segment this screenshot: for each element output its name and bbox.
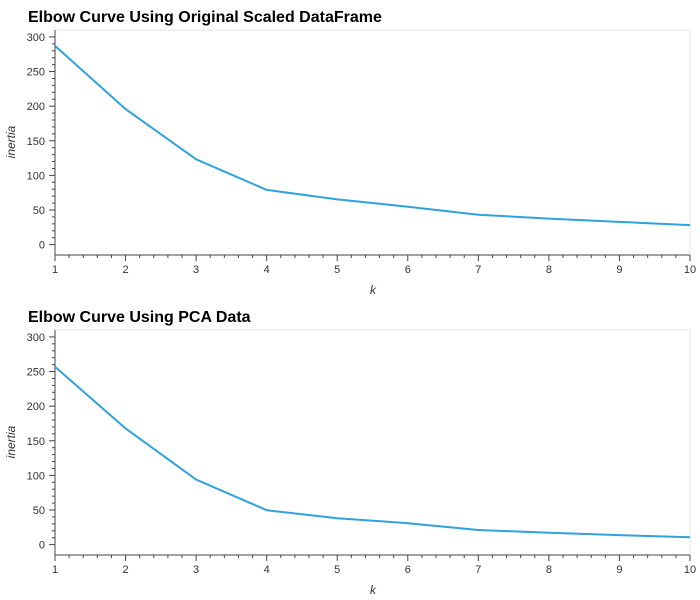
y-tick-label: 0 <box>39 540 45 552</box>
y-tick-label: 0 <box>39 240 45 252</box>
data-point[interactable] <box>52 43 58 49</box>
y-tick-label: 300 <box>27 332 45 344</box>
y-tick-label: 250 <box>27 367 45 379</box>
y-tick-label: 50 <box>33 505 45 517</box>
x-tick-label: 7 <box>475 564 481 576</box>
y-tick-label: 100 <box>27 170 45 182</box>
y-tick-label: 150 <box>27 436 45 448</box>
data-point[interactable] <box>687 534 693 540</box>
data-point[interactable] <box>546 530 552 536</box>
x-tick-label: 2 <box>122 564 128 576</box>
x-tick-label: 3 <box>193 264 199 276</box>
y-tick-label: 150 <box>27 136 45 148</box>
x-tick-label: 2 <box>122 264 128 276</box>
data-point[interactable] <box>52 364 58 370</box>
x-axis-label: k <box>370 583 377 597</box>
data-point[interactable] <box>475 527 481 533</box>
y-tick-label: 250 <box>27 67 45 79</box>
plot-area[interactable]: 0 50 100 150 200 250 300 1 2 3 4 5 6 7 8 9 10 <box>27 29 696 276</box>
x-tick-label: 3 <box>193 564 199 576</box>
data-point[interactable] <box>405 520 411 526</box>
y-tick-label: 200 <box>27 401 45 413</box>
data-point[interactable] <box>193 477 199 483</box>
chart-panel-pca: Elbow Curve Using PCA Data 0 50 100 150 200 2… <box>4 309 696 597</box>
y-axis-label: inertia <box>4 125 18 158</box>
data-point[interactable] <box>475 212 481 218</box>
y-tick-label: 100 <box>27 470 45 482</box>
x-tick-label: 9 <box>616 564 622 576</box>
data-point[interactable] <box>405 204 411 210</box>
x-tick-label: 6 <box>405 564 411 576</box>
data-point[interactable] <box>334 515 340 521</box>
chart-panel-original-scaled: Elbow Curve Using Original Scaled DataFr… <box>4 9 696 297</box>
data-point[interactable] <box>616 532 622 538</box>
x-tick-label: 1 <box>52 264 58 276</box>
data-point[interactable] <box>123 426 129 432</box>
data-point[interactable] <box>616 219 622 225</box>
y-axis-label: inertia <box>4 425 18 458</box>
data-point[interactable] <box>264 507 270 513</box>
x-tick-label: 7 <box>475 264 481 276</box>
data-point[interactable] <box>193 156 199 162</box>
y-tick-label: 50 <box>33 205 45 217</box>
y-tick-label: 200 <box>27 101 45 113</box>
x-tick-label: 8 <box>546 564 552 576</box>
plot-area[interactable]: 0 50 100 150 200 250 300 1 2 3 4 5 6 7 8 9 10 <box>27 329 696 576</box>
y-tick-label: 300 <box>27 32 45 44</box>
x-tick-label: 1 <box>52 564 58 576</box>
x-tick-label: 6 <box>405 264 411 276</box>
data-point[interactable] <box>687 222 693 228</box>
x-tick-label: 10 <box>684 564 696 576</box>
data-point[interactable] <box>334 196 340 202</box>
x-tick-label: 5 <box>334 564 340 576</box>
x-tick-label: 4 <box>264 264 270 276</box>
inertia-series-line[interactable] <box>54 366 691 539</box>
x-tick-label: 4 <box>264 564 270 576</box>
x-tick-label: 9 <box>616 264 622 276</box>
data-point[interactable] <box>123 106 129 112</box>
inertia-series-line[interactable] <box>54 45 691 227</box>
data-point[interactable] <box>264 187 270 193</box>
x-tick-label: 8 <box>546 264 552 276</box>
data-point[interactable] <box>546 216 552 222</box>
x-tick-label: 10 <box>684 264 696 276</box>
chart-title: Elbow Curve Using PCA Data <box>28 309 251 326</box>
chart-title: Elbow Curve Using Original Scaled DataFr… <box>28 9 382 26</box>
x-tick-label: 5 <box>334 264 340 276</box>
x-axis-label: k <box>370 283 377 297</box>
